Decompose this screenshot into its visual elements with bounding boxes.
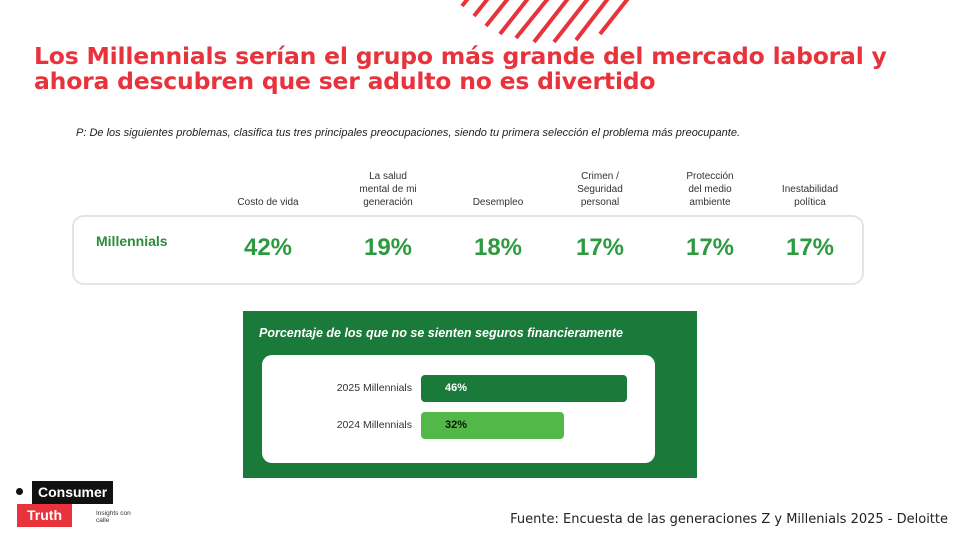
financial-insecurity-chart: Porcentaje de los que no se sienten segu… [243, 311, 697, 478]
bar-label: 2025 Millennials [336, 382, 412, 394]
column-header-line: política [794, 197, 826, 208]
column-header-line: mental de mi [359, 184, 417, 195]
consumer-truth-logo: Consumer Truth Insights con calle [14, 481, 131, 531]
column-header-line: Costo de vida [237, 197, 299, 208]
decorative-stripes [460, 0, 630, 44]
column-header-1: Costo de vida [223, 196, 313, 209]
column-header-line: Desempleo [472, 197, 524, 208]
bar: 32% [421, 412, 565, 439]
chart-title: Porcentaje de los que no se sienten segu… [259, 326, 624, 340]
column-header-line: ambiente [689, 197, 731, 208]
bar: 46% [421, 375, 628, 402]
column-header-line: generación [363, 197, 413, 208]
column-header-line: Seguridad [577, 184, 623, 195]
chart-card: 2025 Millennials 46% 2024 Millennials 32% [262, 355, 655, 463]
percentage-value: 17% [685, 234, 735, 261]
survey-question: P: De los siguientes problemas, clasific… [76, 127, 741, 139]
percentage-value: 17% [785, 234, 835, 261]
page-title: Los Millennials serían el grupo más gran… [34, 44, 954, 94]
column-header-5: Protección del medio ambiente [665, 170, 755, 209]
source-citation: Fuente: Encuesta de las generaciones Z y… [510, 512, 948, 527]
bar-label: 2024 Millennials [336, 419, 412, 431]
row-label-millennials: Millennials [96, 233, 168, 249]
column-header-2: La salud mental de mi generación [343, 170, 433, 209]
column-header-line: Inestabilidad [781, 184, 839, 195]
column-header-4: Crimen / Seguridad personal [555, 170, 645, 209]
column-header-3: Desempleo [453, 196, 543, 209]
logo-tagline: Insights con calle [96, 510, 131, 524]
title-line-1: Los Millennials serían el grupo más gran… [34, 42, 887, 70]
column-header-6: Inestabilidad política [765, 183, 855, 209]
column-header-line: del medio [688, 184, 732, 195]
bar-value-label: 32% [445, 419, 468, 431]
column-header-line: La salud [369, 171, 407, 182]
bar-value-label: 46% [445, 382, 468, 394]
logo-word-consumer: Consumer [32, 481, 114, 504]
percentage-value: 17% [575, 234, 625, 261]
percentage-value: 42% [243, 234, 293, 261]
column-header-line: Protección [686, 171, 734, 182]
column-header-line: personal [580, 197, 620, 208]
column-header-line: Crimen / [581, 171, 619, 182]
percentage-value: 19% [363, 234, 413, 261]
logo-word-truth: Truth [17, 504, 72, 527]
percentage-value: 18% [473, 234, 523, 261]
millennials-results-panel [72, 215, 864, 285]
logo-dot-icon [16, 488, 23, 495]
title-line-2: ahora descubren que ser adulto no es div… [34, 67, 656, 95]
